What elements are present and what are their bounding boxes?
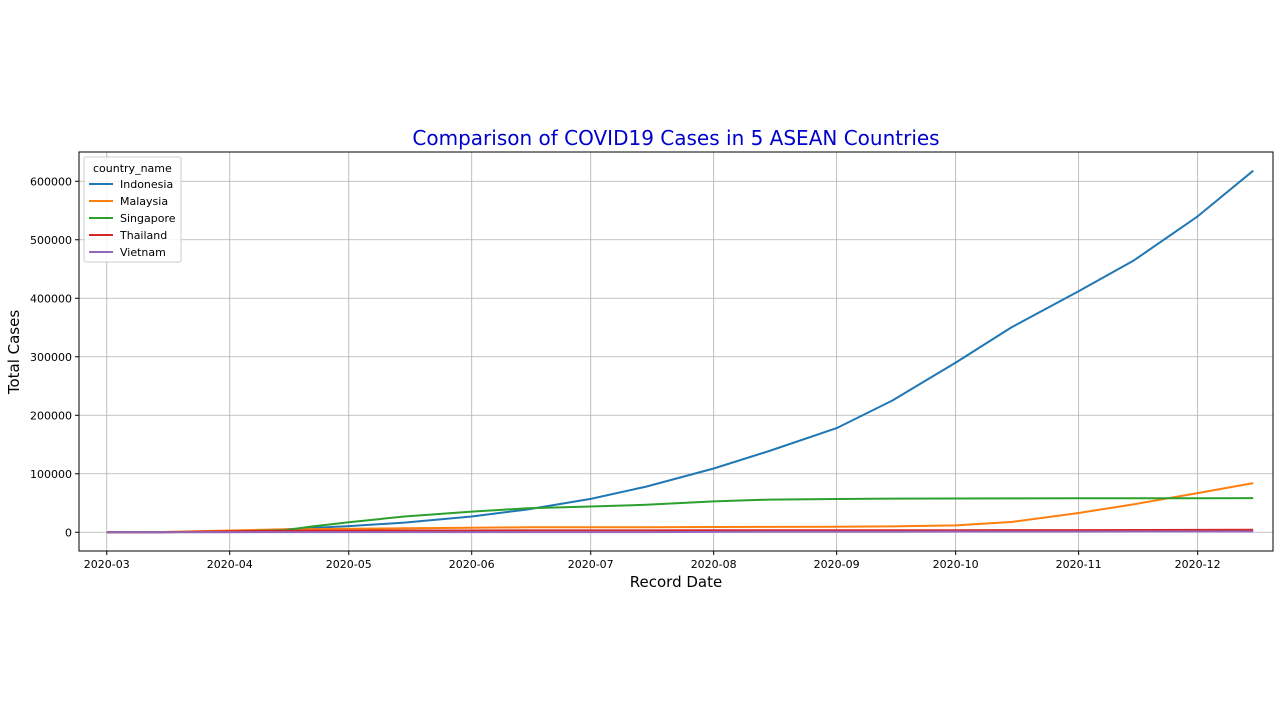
- x-tick-label: 2020-06: [449, 558, 495, 571]
- x-tick-label: 2020-08: [691, 558, 737, 571]
- x-axis-label: Record Date: [630, 573, 722, 591]
- x-tick-label: 2020-03: [84, 558, 130, 571]
- x-tick-label: 2020-10: [933, 558, 979, 571]
- legend-entry-label: Thailand: [119, 229, 167, 242]
- legend-entry-label: Malaysia: [120, 195, 168, 208]
- y-axis-ticks: 0 100000 200000 300000 400000 500000 600000: [30, 175, 79, 539]
- legend: country_name Indonesia Malaysia Singapore T…: [83, 156, 182, 263]
- x-axis-ticks: 2020-03 2020-04 2020-05 2020-06 2020-07 2020-…: [84, 551, 1221, 571]
- y-tick-label: 600000: [30, 175, 72, 188]
- series-line-singapore: [106, 497, 1254, 534]
- chart-title: Comparison of COVID19 Cases in 5 ASEAN C…: [412, 126, 939, 150]
- x-tick-label: 2020-05: [326, 558, 372, 571]
- y-tick-label: 200000: [30, 409, 72, 422]
- legend-entry-label: Vietnam: [120, 246, 166, 259]
- y-tick-label: 300000: [30, 351, 72, 364]
- x-tick-label: 2020-12: [1175, 558, 1221, 571]
- y-axis-label: Total Cases: [5, 310, 23, 396]
- x-tick-label: 2020-07: [568, 558, 614, 571]
- series-line-vietnam: [106, 530, 1254, 534]
- plot-frame: [78, 151, 1274, 552]
- y-tick-label: 100000: [30, 468, 72, 481]
- x-tick-label: 2020-09: [814, 558, 860, 571]
- grid: [79, 152, 1273, 551]
- y-tick-label: 400000: [30, 292, 72, 305]
- series-line-thailand: [106, 528, 1254, 534]
- x-tick-label: 2020-04: [207, 558, 253, 571]
- legend-entry-label: Singapore: [120, 212, 176, 225]
- legend-entry-label: Indonesia: [120, 178, 173, 191]
- series-lines: [106, 169, 1254, 534]
- legend-title: country_name: [93, 162, 172, 175]
- series-line-indonesia: [106, 169, 1254, 534]
- y-tick-label: 500000: [30, 234, 72, 247]
- legend-entries: Indonesia Malaysia Singapore Thailand Vietna…: [89, 178, 176, 259]
- y-tick-label: 0: [65, 526, 72, 539]
- x-tick-label: 2020-11: [1056, 558, 1102, 571]
- series-line-malaysia: [106, 482, 1254, 534]
